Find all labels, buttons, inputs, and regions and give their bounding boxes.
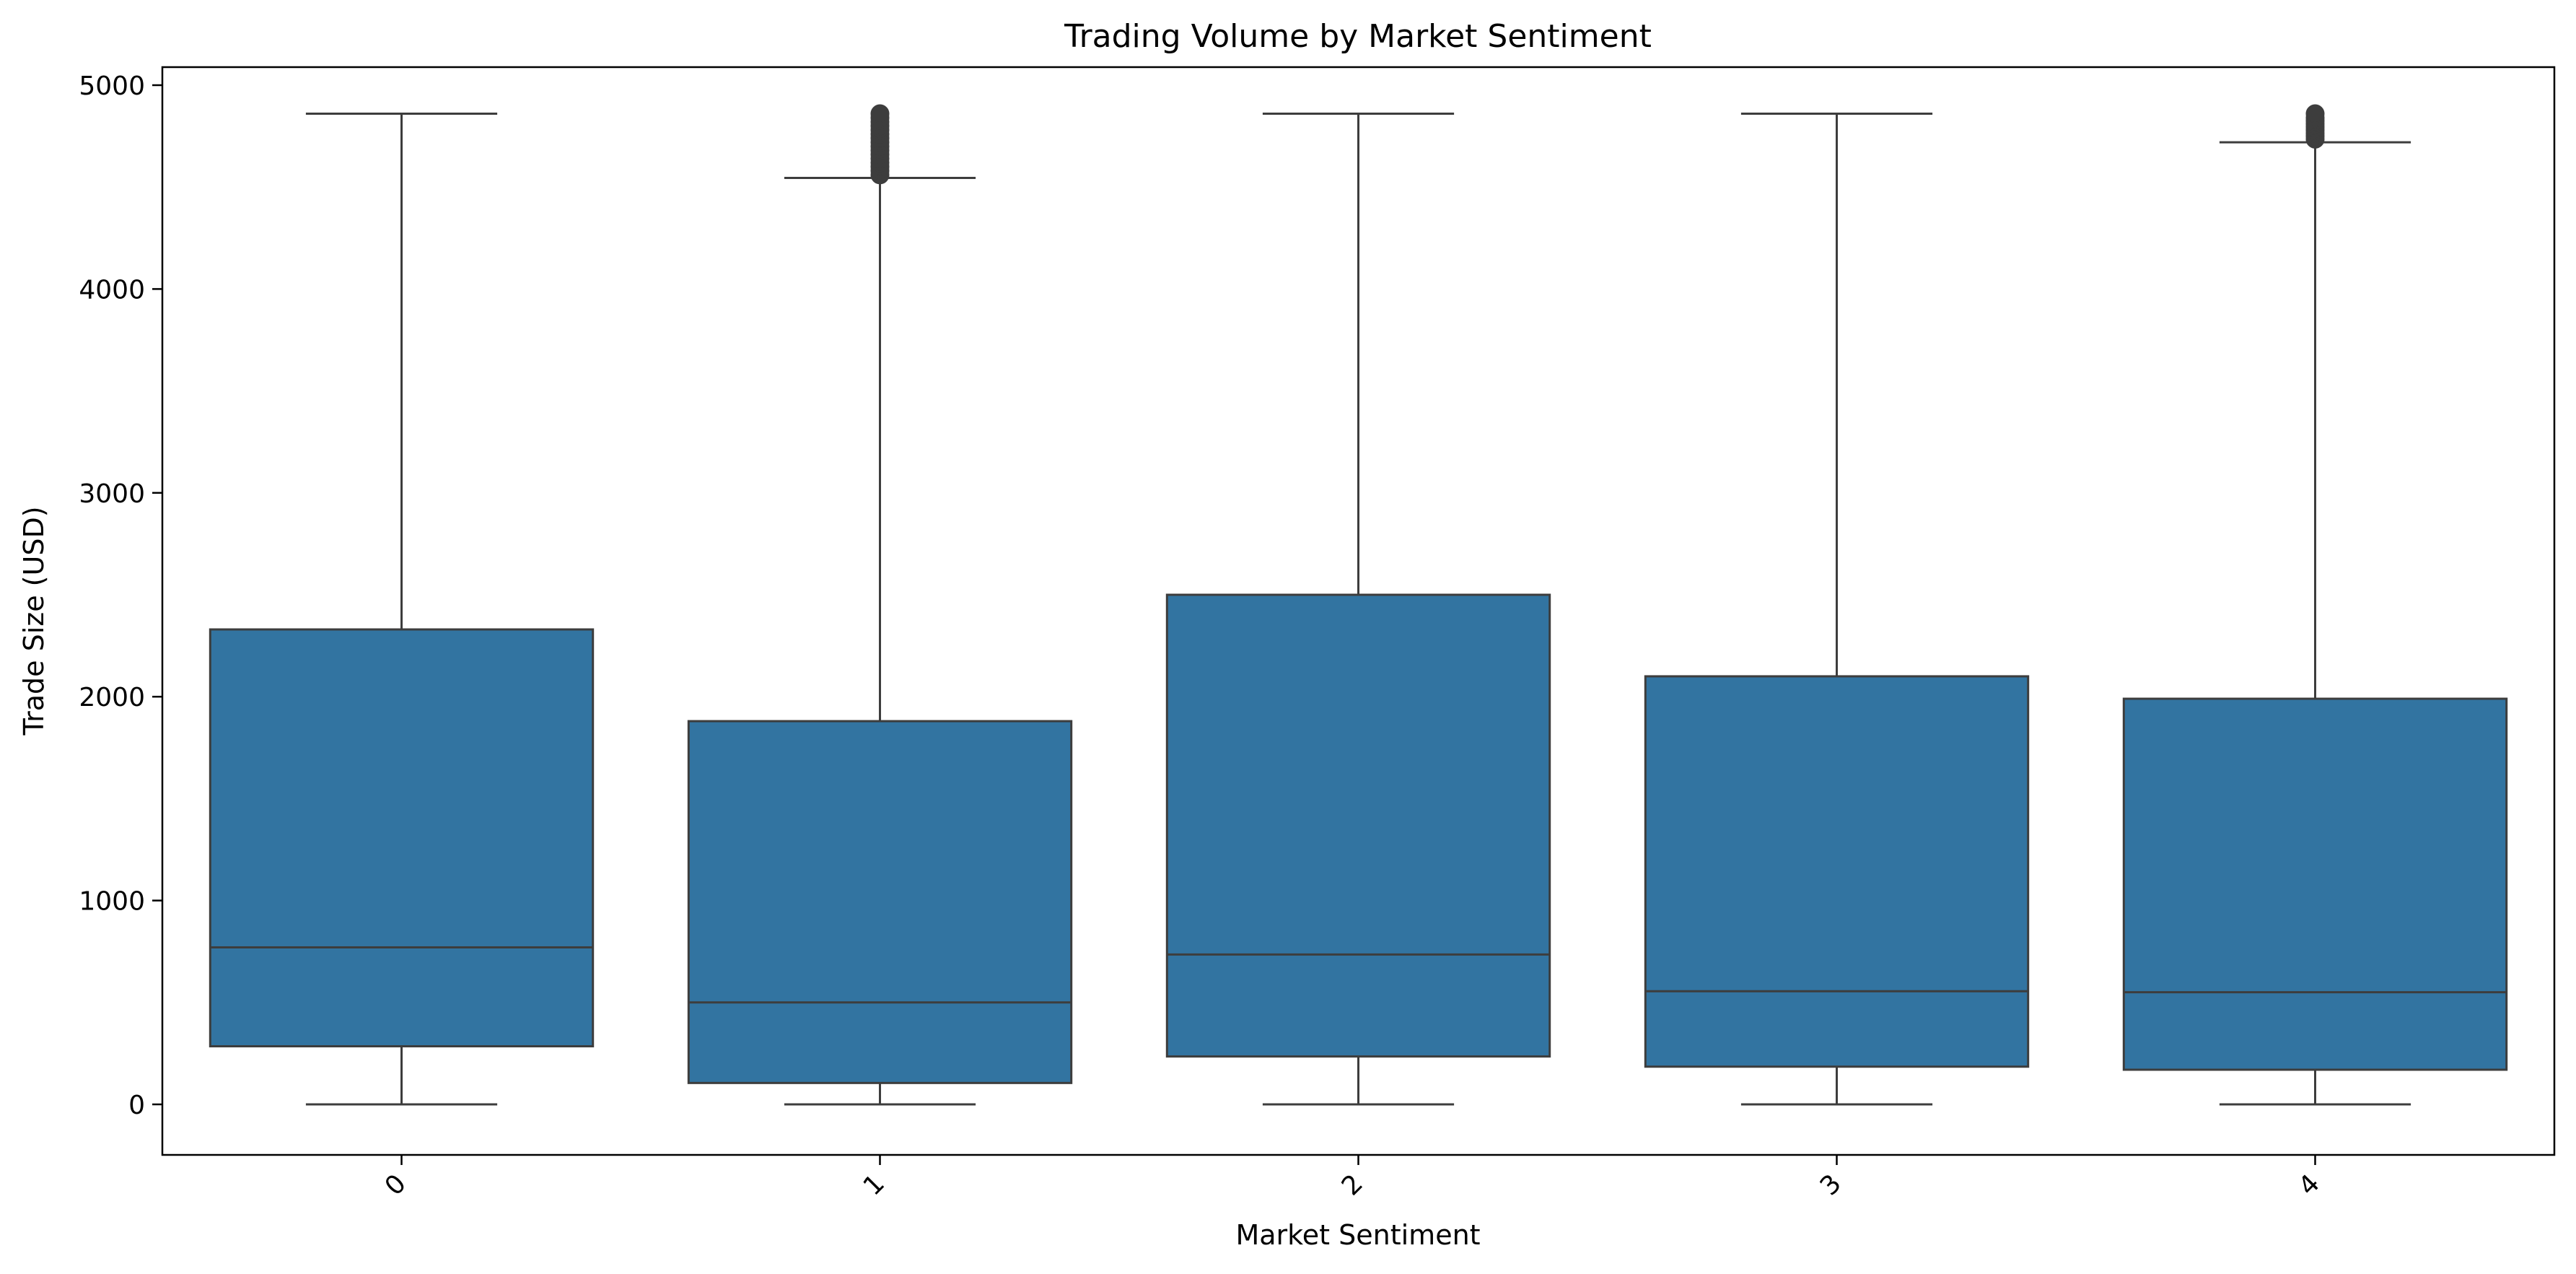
iqr-box bbox=[687, 720, 1073, 1084]
y-axis-label: Trade Size (USD) bbox=[18, 506, 50, 736]
box-group-2 bbox=[1165, 113, 1551, 1106]
box-group-4 bbox=[2122, 104, 2508, 1106]
y-tick-label: 1000 bbox=[79, 887, 145, 917]
iqr-box bbox=[209, 628, 595, 1048]
x-axis-label: Market Sentiment bbox=[1235, 1219, 1480, 1251]
y-tick-label: 2000 bbox=[79, 683, 145, 712]
plot-frame bbox=[161, 66, 2556, 1156]
outlier-point bbox=[2305, 104, 2325, 123]
box-group-0 bbox=[209, 113, 595, 1106]
y-tick-label: 0 bbox=[128, 1091, 145, 1120]
y-axis-ticks: 0 1000 2000 3000 4000 5000 bbox=[79, 71, 162, 1120]
box-group-1 bbox=[687, 104, 1073, 1106]
outlier-point bbox=[870, 104, 890, 123]
iqr-box bbox=[1165, 593, 1551, 1058]
y-tick-label: 3000 bbox=[79, 479, 145, 509]
y-tick-label: 4000 bbox=[79, 275, 145, 305]
box-group-3 bbox=[1644, 113, 2030, 1106]
chart-title: Trading Volume by Market Sentiment bbox=[1064, 18, 1652, 55]
iqr-box bbox=[1644, 675, 2030, 1068]
box-series bbox=[209, 104, 2508, 1106]
y-tick-label: 5000 bbox=[79, 71, 145, 101]
iqr-box bbox=[2122, 697, 2508, 1071]
